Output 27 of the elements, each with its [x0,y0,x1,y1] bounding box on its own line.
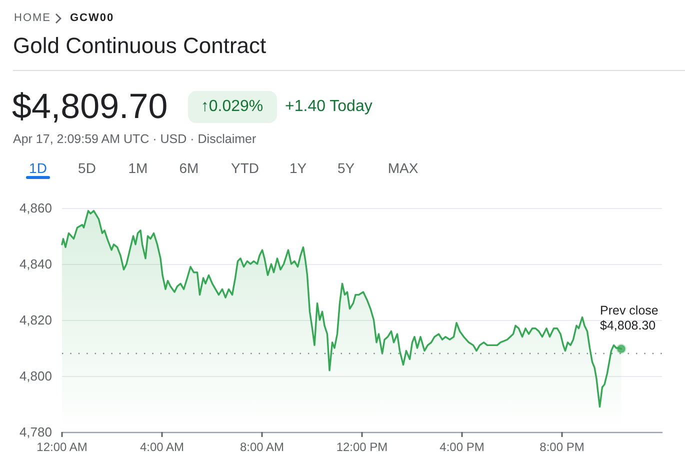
y-tick-label: 4,840 [19,256,52,272]
text: 6M [179,160,199,177]
text: Apr 17, 2:09:59 AM UTC · USD · Disclaimer [13,132,256,147]
text: 1M [128,160,148,177]
text: GCW00 [70,12,114,26]
text: HOME [14,12,51,26]
text: 1Y [289,160,307,177]
y-tick-label: 4,860 [19,200,52,216]
text: 5D [78,160,96,177]
text: 1D [29,160,47,177]
text: 5Y [337,160,355,177]
chart-title: Gold Continuous Contract [13,33,266,60]
x-tick-label: 8:00 AM [240,440,284,454]
x-tick-label: 12:00 AM [36,440,88,454]
x-tick-label: 8:00 PM [540,440,584,454]
y-tick-label: 4,820 [19,312,52,328]
y-tick-label: 4,780 [19,424,52,440]
y-tick-label: 4,800 [19,368,52,384]
text: YTD [231,160,259,177]
x-tick-label: 4:00 AM [140,440,184,454]
x-tick-label: 4:00 PM [440,440,484,454]
chart-subtitle: $4,809.70 [12,86,168,128]
text: +1.40 Today [285,97,372,116]
text: ↑0.029% [200,97,264,116]
x-tick-label: 12:00 PM [336,440,388,454]
text: MAX [388,160,418,177]
ref-line-label: Prev close $4,808.30 [600,303,662,332]
